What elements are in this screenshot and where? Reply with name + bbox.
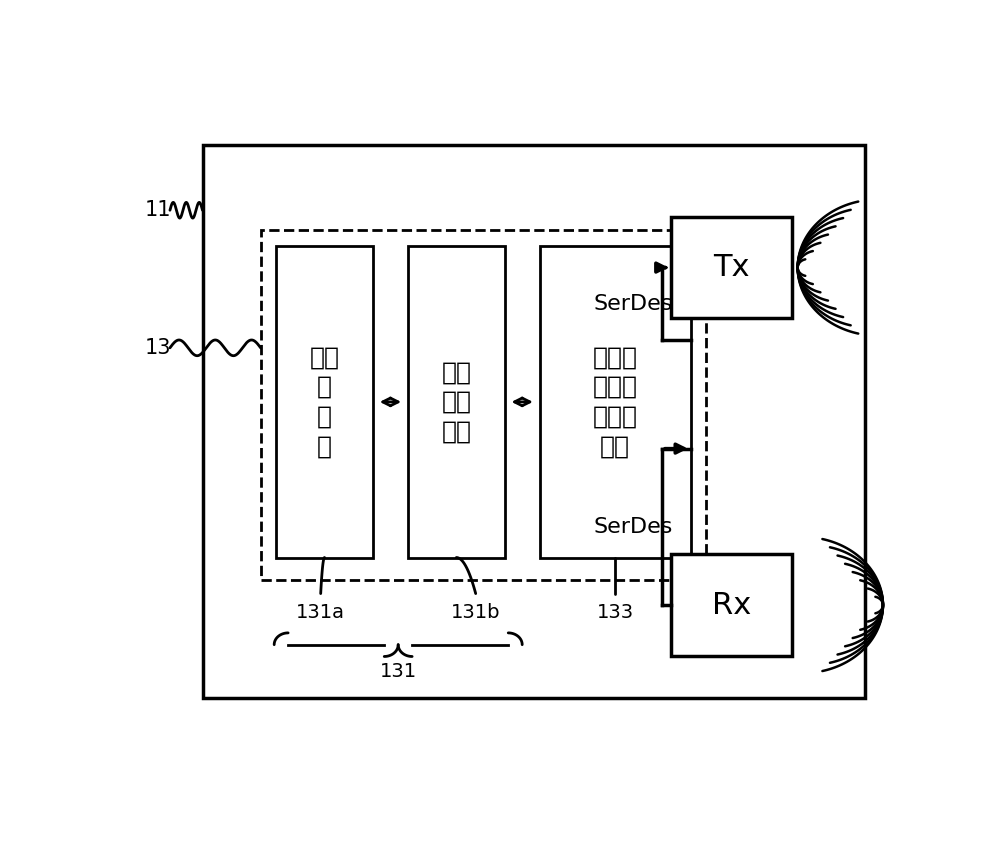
Bar	[408, 246, 505, 557]
Text: 以太网
物理层
收发器
芯片: 以太网 物理层 收发器 芯片	[593, 346, 638, 459]
Text: Rx: Rx	[712, 591, 751, 620]
Text: SerDes: SerDes	[594, 517, 673, 537]
Text: 以太
网
接
口: 以太 网 接 口	[310, 346, 340, 459]
Bar	[261, 230, 706, 580]
Bar	[276, 246, 373, 557]
Text: 131: 131	[380, 662, 417, 682]
Bar	[671, 554, 792, 656]
Text: 以太
网变
压器: 以太 网变 压器	[441, 360, 471, 443]
Text: Tx: Tx	[713, 253, 750, 282]
Text: 131a: 131a	[296, 603, 345, 622]
Bar	[671, 217, 792, 318]
Bar	[540, 246, 691, 557]
Text: 131b: 131b	[451, 603, 500, 622]
Text: 13: 13	[144, 338, 171, 358]
Bar	[202, 145, 865, 699]
Text: 133: 133	[597, 603, 634, 622]
Text: SerDes: SerDes	[594, 294, 673, 314]
Text: 11: 11	[144, 200, 171, 220]
